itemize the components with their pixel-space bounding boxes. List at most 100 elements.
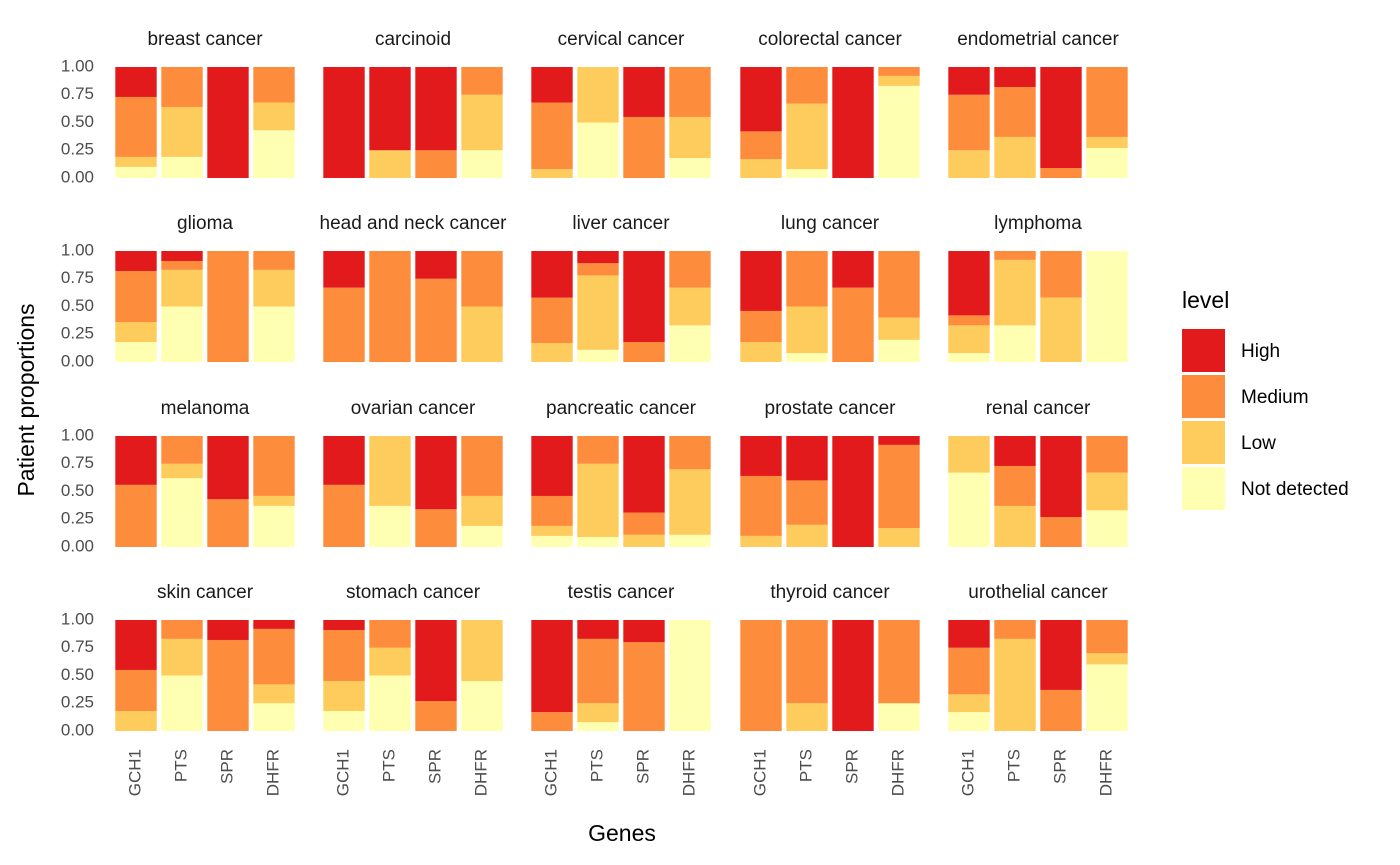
bar-segment bbox=[623, 251, 665, 343]
bar-segment bbox=[161, 306, 203, 362]
facet-title: liver cancer bbox=[572, 213, 670, 234]
x-tick-label: PTS bbox=[796, 749, 815, 782]
bar-segment bbox=[994, 620, 1036, 639]
bar-segment bbox=[669, 436, 711, 470]
bar-segment bbox=[161, 620, 203, 639]
bar-segment bbox=[415, 620, 457, 702]
bar-segment bbox=[531, 712, 573, 731]
bar-segment bbox=[948, 315, 990, 326]
bar-segment bbox=[786, 524, 828, 547]
bar-segment bbox=[740, 535, 782, 547]
bar-segment bbox=[1086, 436, 1128, 473]
x-axis-label: Genes bbox=[588, 820, 656, 846]
bar-segment bbox=[161, 269, 203, 307]
facet-title: lung cancer bbox=[781, 213, 880, 234]
bar-segment bbox=[461, 94, 503, 151]
bar-segment bbox=[832, 287, 874, 362]
bar-segment bbox=[461, 251, 503, 307]
y-tick-label: 0.00 bbox=[61, 351, 94, 370]
bar-segment bbox=[323, 711, 365, 731]
bar-segment bbox=[161, 675, 203, 731]
facet-title: lymphoma bbox=[994, 213, 1082, 234]
bar-segment bbox=[948, 150, 990, 178]
y-tick-label: 0.50 bbox=[61, 665, 94, 684]
bar-segment bbox=[115, 669, 157, 712]
bar-segment bbox=[878, 339, 920, 362]
legend-key bbox=[1182, 467, 1225, 510]
bar-segment bbox=[115, 436, 157, 485]
bar-segment bbox=[369, 67, 411, 151]
bar-segment bbox=[669, 620, 711, 731]
bar-segment bbox=[1086, 620, 1128, 654]
y-axis-label: Patient proportions bbox=[13, 303, 39, 496]
legend-label: High bbox=[1241, 341, 1280, 362]
bar-segment bbox=[115, 322, 157, 343]
bar-segment bbox=[253, 495, 295, 506]
bar-segment bbox=[948, 712, 990, 731]
bar-segment bbox=[531, 495, 573, 526]
bar-segment bbox=[994, 251, 1036, 260]
facet-title: melanoma bbox=[161, 398, 250, 419]
bar-segment bbox=[531, 535, 573, 547]
x-tick-label: GCH1 bbox=[541, 749, 560, 796]
y-tick-label: 0.25 bbox=[61, 509, 94, 528]
bar-segment bbox=[786, 306, 828, 354]
legend-label: Low bbox=[1241, 433, 1276, 454]
y-tick-label: 0.00 bbox=[61, 536, 94, 555]
bar-segment bbox=[161, 463, 203, 479]
x-tick-label: DHFR bbox=[679, 749, 698, 796]
bar-segment bbox=[115, 342, 157, 362]
bar-segment bbox=[531, 343, 573, 362]
bar-segment bbox=[1086, 472, 1128, 511]
bar-segment bbox=[786, 480, 828, 525]
legend-key bbox=[1182, 375, 1225, 418]
bar-segment bbox=[786, 103, 828, 170]
y-tick-label: 0.50 bbox=[61, 481, 94, 500]
bar-segment bbox=[832, 251, 874, 288]
bar-segment bbox=[161, 67, 203, 107]
bar-segment bbox=[623, 116, 665, 178]
bar-segment bbox=[531, 436, 573, 496]
bar-segment bbox=[207, 499, 249, 547]
bar-segment bbox=[1086, 653, 1128, 665]
bar-segment bbox=[207, 639, 249, 731]
bar-segment bbox=[948, 647, 990, 695]
bar-segment bbox=[878, 436, 920, 445]
bar-segment bbox=[1086, 510, 1128, 547]
x-tick-label: SPR bbox=[217, 749, 236, 784]
x-tick-label: GCH1 bbox=[125, 749, 144, 796]
bar-segment bbox=[878, 620, 920, 704]
bar-segment bbox=[161, 260, 203, 270]
bar-segment bbox=[323, 620, 365, 630]
facet-title: prostate cancer bbox=[765, 398, 897, 419]
bar-segment bbox=[415, 251, 457, 279]
bar-segment bbox=[740, 475, 782, 536]
bar-segment bbox=[740, 67, 782, 132]
bar-segment bbox=[323, 287, 365, 362]
bar-segment bbox=[669, 287, 711, 326]
bar-segment bbox=[369, 647, 411, 676]
bar-segment bbox=[369, 436, 411, 506]
y-tick-label: 0.75 bbox=[61, 84, 94, 103]
y-tick-label: 0.50 bbox=[61, 112, 94, 131]
bar-segment bbox=[1086, 148, 1128, 178]
bar-segment bbox=[1040, 251, 1082, 298]
bar-segment bbox=[669, 116, 711, 159]
bar-segment bbox=[461, 150, 503, 178]
bar-segment bbox=[115, 67, 157, 97]
bar-segment bbox=[832, 620, 874, 731]
bar-segment bbox=[369, 620, 411, 648]
bar-segment bbox=[669, 325, 711, 362]
bar-segment bbox=[1040, 620, 1082, 690]
facet-title: head and neck cancer bbox=[320, 213, 508, 234]
x-tick-label: SPR bbox=[633, 749, 652, 784]
facet-title: testis cancer bbox=[568, 582, 675, 603]
bar-segment bbox=[461, 306, 503, 362]
bar-segment bbox=[786, 703, 828, 731]
legend-label: Medium bbox=[1241, 387, 1309, 408]
y-tick-label: 0.00 bbox=[61, 720, 94, 739]
bar-segment bbox=[577, 537, 619, 547]
bar-segment bbox=[461, 525, 503, 547]
bar-segment bbox=[994, 465, 1036, 506]
y-tick-label: 1.00 bbox=[61, 240, 94, 259]
